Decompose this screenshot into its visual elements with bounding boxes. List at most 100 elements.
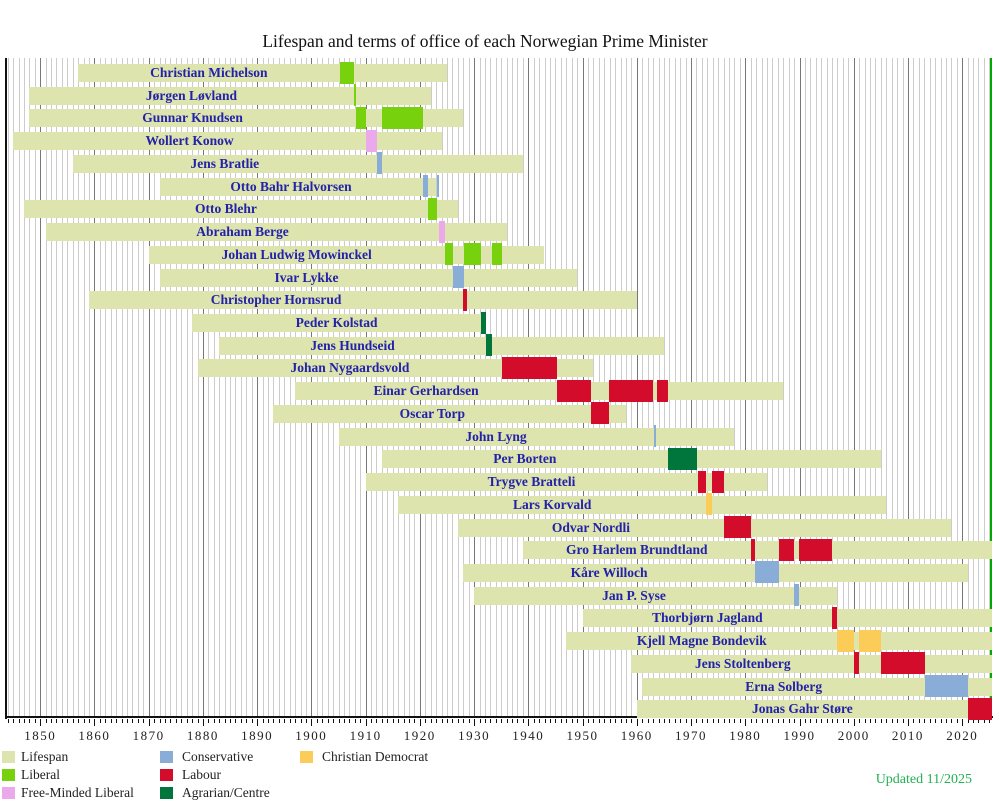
lifespan-bar	[29, 109, 464, 128]
legend: Lifespan Liberal Free-Minded Liberal Conser…	[0, 748, 700, 800]
year-gridline	[56, 58, 58, 717]
axis-minor-tick	[289, 719, 291, 723]
axis-minor-tick	[110, 719, 112, 723]
term-bar	[859, 629, 881, 652]
axis-minor-tick	[723, 719, 725, 723]
year-gridline	[967, 58, 969, 717]
axis-minor-tick	[409, 719, 410, 723]
axis-minor-tick	[34, 719, 36, 723]
term-bar	[377, 152, 382, 175]
axis-minor-tick	[13, 719, 15, 723]
year-gridline	[164, 58, 166, 717]
year-gridline	[918, 58, 920, 717]
term-bar	[444, 243, 454, 266]
axis-minor-tick	[517, 719, 519, 723]
axis-major-tick	[148, 719, 150, 726]
legend-label: Liberal	[21, 767, 60, 782]
axis-tick-label: 1960	[620, 728, 653, 743]
year-gridline	[61, 58, 63, 717]
term-bar	[486, 334, 492, 357]
legend-label: Agrarian/Centre	[182, 785, 270, 800]
axis-minor-tick	[452, 719, 454, 723]
year-gridline	[126, 58, 128, 717]
axis-minor-tick	[989, 719, 991, 723]
axis-minor-tick	[333, 719, 334, 723]
axis-minor-tick	[159, 719, 161, 723]
year-gridline	[951, 58, 953, 717]
year-gridline	[262, 58, 264, 717]
axis-minor-tick	[647, 719, 649, 723]
axis-major-tick	[907, 719, 909, 726]
axis-minor-tick	[875, 719, 877, 723]
axis-minor-tick	[273, 719, 275, 723]
year-gridline	[34, 58, 36, 717]
year-gridline	[268, 58, 269, 717]
pm-name-label: Gro Harlem Brundtland	[566, 542, 708, 558]
axis-minor-tick	[848, 719, 850, 723]
axis-minor-tick	[322, 719, 324, 723]
axis-minor-tick	[132, 719, 134, 723]
year-gridline	[891, 58, 893, 717]
axis-tick-label: 1910	[349, 728, 382, 743]
year-gridline	[219, 58, 221, 717]
lifespan-bar	[13, 132, 442, 151]
axis-minor-tick	[891, 719, 893, 723]
year-gridline	[821, 58, 823, 717]
decade-gridline	[148, 58, 150, 717]
axis-minor-tick	[734, 719, 736, 723]
legend-swatch	[2, 769, 15, 781]
axis-minor-tick	[945, 719, 947, 723]
year-gridline	[935, 58, 937, 717]
pm-name-label: Jens Stoltenberg	[694, 655, 791, 671]
axis-minor-tick	[826, 719, 828, 723]
axis-minor-tick	[143, 719, 145, 723]
pm-name-label: Johan Ludwig Mowinckel	[221, 246, 372, 262]
axis-minor-tick	[913, 719, 915, 723]
axis-major-tick	[419, 719, 421, 726]
term-bar	[437, 175, 440, 198]
year-gridline	[110, 58, 112, 717]
axis-minor-tick	[186, 719, 188, 723]
decade-gridline	[853, 58, 855, 717]
pm-name-label: Otto Blehr	[194, 201, 257, 217]
term-bar	[837, 629, 854, 652]
axis-major-tick	[202, 719, 204, 726]
axis-minor-tick	[761, 719, 763, 723]
year-gridline	[810, 58, 812, 717]
axis-minor-tick	[262, 719, 264, 723]
year-gridline	[902, 58, 904, 717]
axis-minor-tick	[425, 719, 427, 723]
term-bar	[366, 129, 377, 152]
chart-title: Lifespan and terms of office of each Nor…	[262, 31, 708, 51]
axis-minor-tick	[164, 719, 166, 723]
legend-swatch	[300, 751, 313, 763]
axis-minor-tick	[170, 719, 172, 723]
pm-name-label: Kjell Magne Bondevik	[636, 633, 767, 649]
axis-minor-tick	[566, 719, 568, 723]
year-gridline	[137, 58, 139, 717]
axis-minor-tick	[208, 719, 210, 723]
axis-major-tick	[94, 719, 96, 726]
axis-minor-tick	[902, 719, 904, 723]
pm-name-label: Abraham Berge	[196, 224, 289, 240]
axis-tick-label: 1980	[729, 728, 762, 743]
legend-label: Conservative	[182, 749, 254, 764]
axis-minor-tick	[609, 719, 611, 723]
year-gridline	[864, 58, 866, 717]
axis-minor-tick	[240, 719, 242, 723]
axis-minor-tick	[886, 719, 888, 723]
term-bar	[557, 379, 592, 402]
axis-minor-tick	[403, 719, 405, 723]
year-gridline	[213, 58, 215, 717]
term-bar	[706, 493, 712, 516]
term-bar	[724, 516, 751, 538]
year-gridline	[880, 58, 882, 717]
axis-minor-tick	[783, 719, 785, 723]
axis-minor-tick	[457, 719, 459, 723]
term-bar	[854, 652, 860, 675]
axis-tick-label: 1870	[132, 728, 165, 743]
axis-minor-tick	[832, 719, 833, 723]
year-gridline	[23, 58, 25, 717]
legend-label: Christian Democrat	[322, 749, 429, 764]
lifespan-bar	[197, 359, 594, 378]
